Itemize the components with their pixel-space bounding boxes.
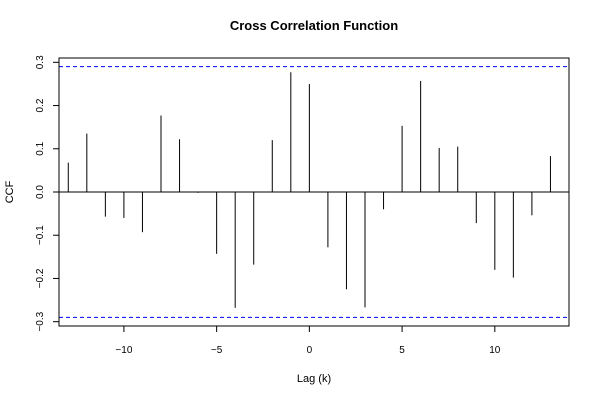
y-tick-label: −0.2 <box>35 268 46 288</box>
y-axis-label: CCF <box>4 180 16 203</box>
y-tick-label: 0.1 <box>35 141 46 155</box>
y-tick-label: 0.2 <box>35 98 46 112</box>
x-tick-label: 0 <box>307 345 313 356</box>
x-axis: −10 −5 0 5 10 <box>115 325 501 356</box>
y-tick-label: −0.1 <box>35 225 46 245</box>
y-tick-label: −0.3 <box>35 311 46 331</box>
y-tick-label: 0.0 <box>35 185 46 199</box>
ccf-bars <box>67 72 551 308</box>
x-tick-label: 5 <box>399 345 405 356</box>
chart-title: Cross Correlation Function <box>230 18 398 33</box>
x-tick-label: −5 <box>211 345 223 356</box>
x-tick-label: −10 <box>115 345 132 356</box>
x-axis-label: Lag (k) <box>297 373 331 385</box>
y-axis: −0.3 −0.2 −0.1 0.0 0.1 0.2 0.3 <box>35 55 60 332</box>
y-tick-label: 0.3 <box>35 55 46 69</box>
x-tick-label: 10 <box>489 345 501 356</box>
plot-area <box>59 66 569 318</box>
